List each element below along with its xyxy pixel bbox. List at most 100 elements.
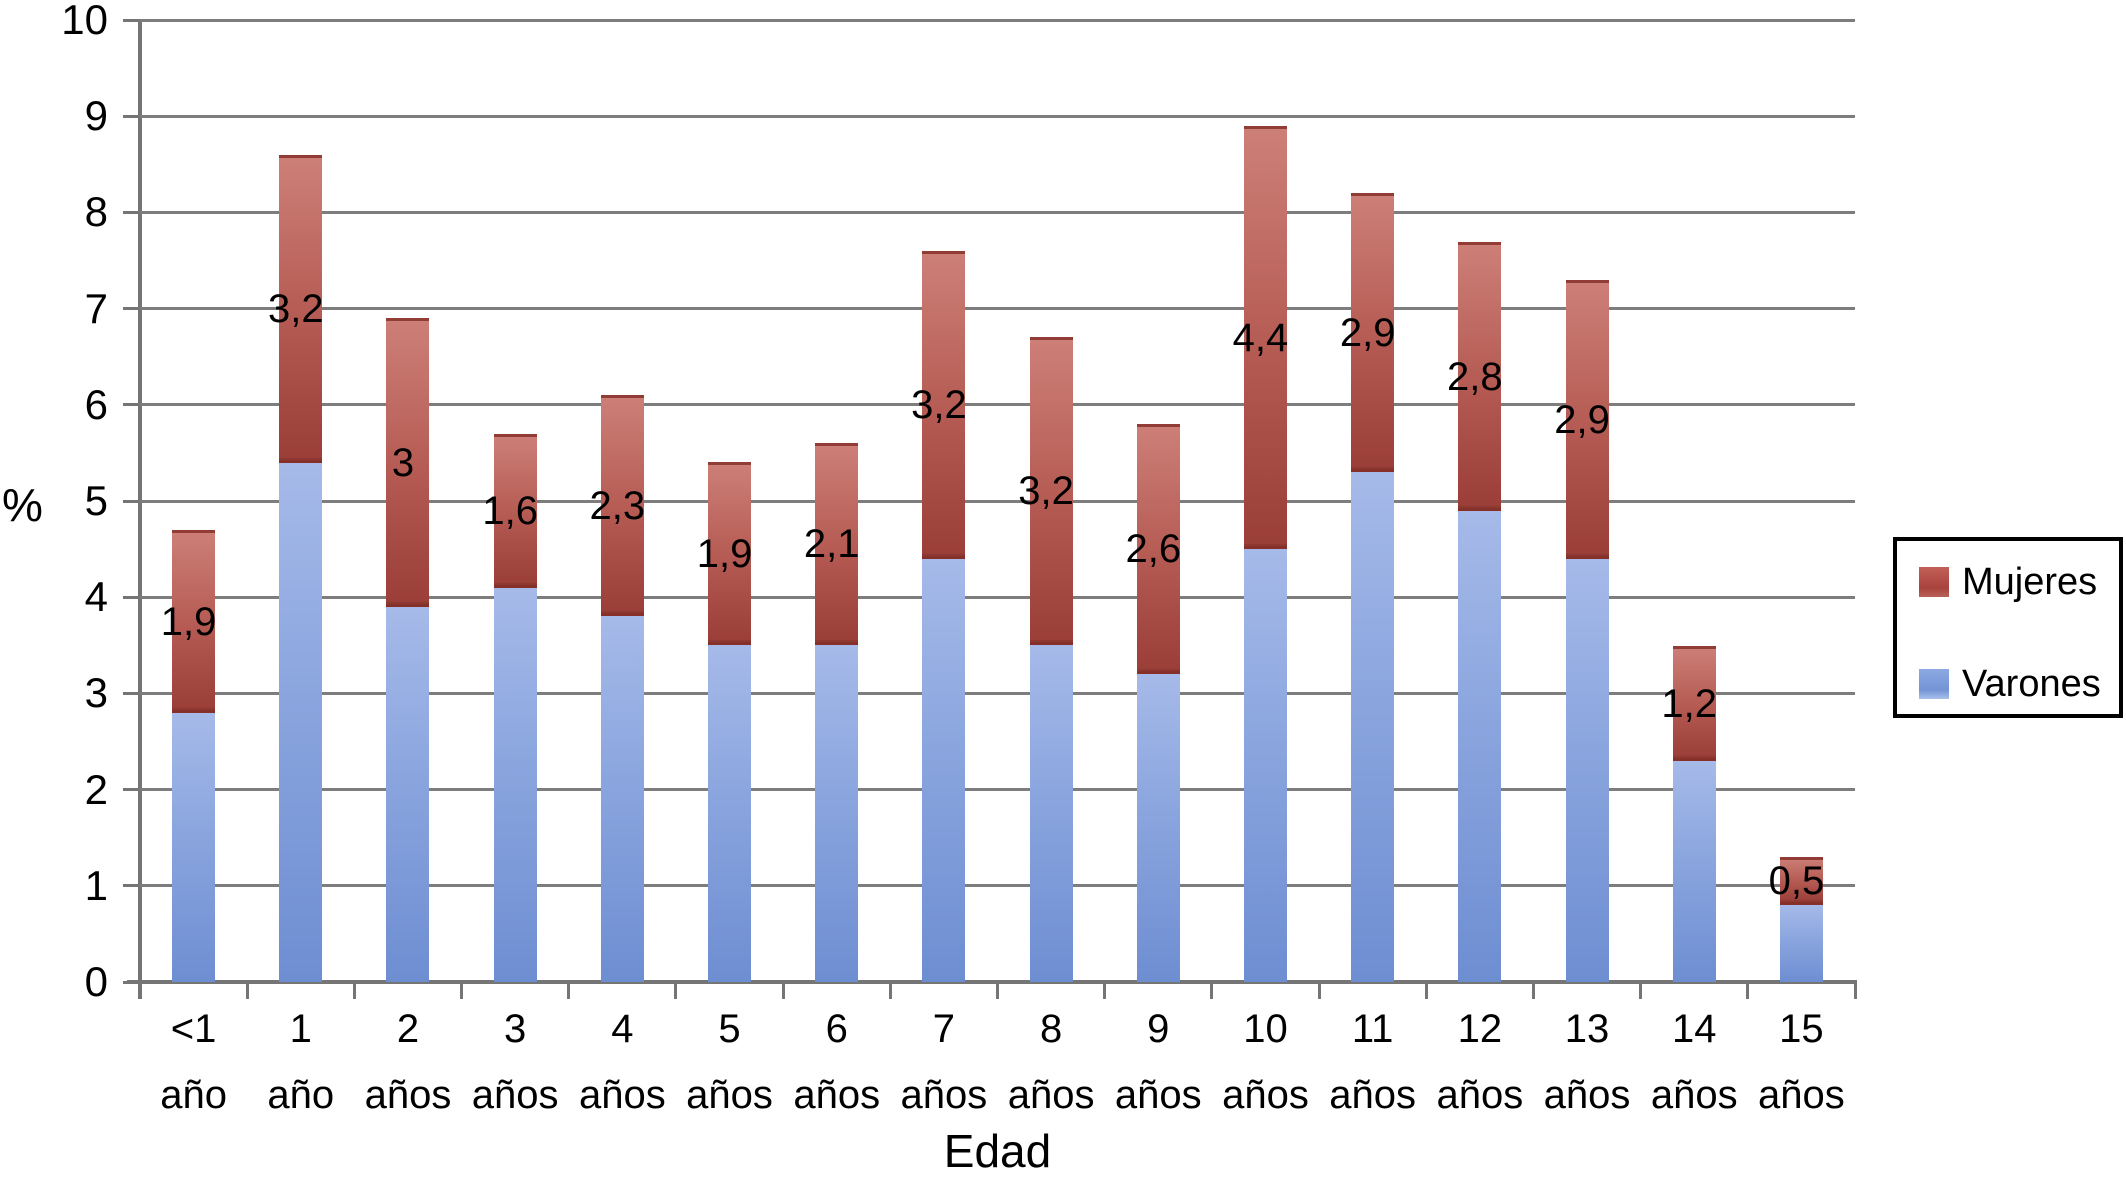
x-tick-label-13: 13 años	[1533, 996, 1640, 1128]
data-label-mujeres-2: 3	[391, 440, 415, 485]
bar-segment-mujeres-3	[493, 434, 537, 588]
gridline-2	[140, 788, 1855, 792]
mujeres-swatch-icon	[1919, 567, 1949, 597]
data-label-mujeres-14: 1,2	[1661, 681, 1718, 726]
bar-segment-mujeres-5	[708, 462, 752, 645]
x-tick-label-1: 1 año	[247, 996, 354, 1128]
x-tick-13	[1531, 982, 1535, 999]
x-tick-label-<1: <1 año	[140, 996, 247, 1128]
x-label-number: 10	[1243, 1007, 1288, 1051]
legend-item-varones: Varones	[1919, 663, 2101, 705]
data-label-mujeres-6: 2,1	[803, 522, 860, 566]
plot-area: 0 1 2 3 4 5 6 7 8 9 10 1,9 <1 año 3,2 1 año 3 2 años 1,6 3 año…	[61, 0, 1857, 1117]
y-tick-9	[123, 114, 140, 118]
y-tick-label-5: 5	[84, 477, 108, 524]
x-label-unit: años	[1543, 1073, 1631, 1117]
y-tick-label-4: 4	[84, 573, 108, 621]
data-label-mujeres-15: 0,5	[1768, 859, 1825, 903]
x-tick-15	[1746, 982, 1750, 999]
bar-segment-varones-5	[708, 645, 752, 982]
y-tick-label-10: 10	[61, 0, 108, 43]
x-tick-8	[996, 982, 999, 999]
bar-segment-varones-<1	[172, 713, 216, 982]
bar-segment-mujeres-11	[1351, 193, 1395, 472]
bar-segment-mujeres-14	[1672, 646, 1716, 761]
bar-segment-varones-9	[1136, 674, 1180, 982]
bar-segment-varones-13	[1565, 559, 1609, 982]
bar-segment-varones-8	[1029, 645, 1073, 982]
x-label-number: 13	[1564, 1007, 1610, 1051]
x-label-number: 6	[825, 1007, 848, 1051]
x-label-number: 2	[396, 1007, 420, 1051]
x-label-number: 9	[1147, 1007, 1170, 1051]
bar-segment-mujeres-9	[1136, 424, 1180, 674]
y-tick-label-0: 0	[84, 958, 108, 1005]
bar-segment-varones-10	[1243, 549, 1287, 982]
x-tick-label-11: 11 años	[1319, 996, 1426, 1128]
y-tick-label-1: 1	[84, 861, 108, 909]
data-label-mujeres-8: 3,2	[1018, 469, 1074, 513]
y-tick-label-7: 7	[84, 284, 108, 332]
data-label-mujeres-10: 4,4	[1232, 315, 1289, 360]
bar-segment-mujeres-4	[600, 395, 644, 616]
bar-segment-mujeres-<1	[172, 530, 216, 713]
x-label-number: 4	[611, 1007, 634, 1051]
x-tick-11	[1317, 982, 1321, 999]
x-tick-7	[888, 982, 892, 999]
bar-segment-mujeres-1	[279, 155, 323, 463]
bar-segment-mujeres-12	[1458, 242, 1502, 511]
x-label-unit: años	[1329, 1073, 1417, 1117]
data-label-mujeres-13: 2,9	[1554, 397, 1610, 442]
legend-label-varones: Varones	[1962, 663, 2101, 705]
x-tick-14	[1639, 982, 1643, 999]
y-tick-2	[123, 788, 140, 792]
x-tick-0	[138, 982, 142, 999]
data-label-mujeres-5: 1,9	[696, 531, 753, 576]
x-tick-label-7: 7 años	[890, 996, 997, 1128]
x-tick-label-5: 5 años	[676, 996, 783, 1128]
bar-segment-varones-6	[815, 645, 859, 982]
y-tick-3	[123, 691, 140, 695]
y-tick-0	[123, 980, 140, 984]
x-tick-5	[674, 982, 678, 999]
x-label-number: 1	[289, 1007, 312, 1051]
x-label-unit: años	[900, 1073, 988, 1117]
gridline-5	[140, 499, 1855, 503]
x-tick-label-3: 3 años	[462, 996, 569, 1128]
y-tick-label-2: 2	[84, 765, 108, 813]
gridline-8	[140, 210, 1855, 214]
x-label-unit: años	[1222, 1073, 1309, 1117]
x-tick-1	[245, 982, 249, 999]
x-label-unit: años	[1436, 1073, 1524, 1117]
x-label-unit: años	[1114, 1073, 1202, 1117]
y-tick-1	[123, 884, 140, 888]
x-tick-label-8: 8 años	[998, 996, 1105, 1128]
bar-segment-mujeres-10	[1243, 126, 1287, 549]
y-tick-label-8: 8	[84, 188, 108, 236]
data-label-mujeres-12: 2,8	[1447, 354, 1503, 399]
bar-segment-varones-12	[1458, 511, 1502, 982]
data-label-mujeres-7: 3,2	[911, 383, 967, 427]
bar-segment-varones-3	[493, 588, 537, 982]
y-tick-8	[123, 210, 140, 214]
x-tick-3	[460, 982, 464, 999]
x-label-unit: años	[578, 1073, 666, 1117]
x-label-number: 3	[504, 1007, 527, 1051]
bar-segment-varones-1	[279, 463, 323, 982]
gridline-10	[140, 18, 1855, 22]
bar-segment-varones-15	[1779, 905, 1823, 982]
varones-swatch-icon	[1919, 669, 1949, 699]
x-label-number: 12	[1457, 1007, 1503, 1051]
bar-segment-mujeres-6	[815, 443, 859, 645]
x-label-number: 14	[1671, 1007, 1717, 1051]
y-tick-label-6: 6	[84, 380, 108, 428]
x-tick-label-2: 2 años	[354, 996, 461, 1128]
x-label-number: 11	[1351, 1007, 1394, 1051]
y-tick-7	[123, 307, 140, 311]
y-tick-label-3: 3	[84, 669, 108, 717]
data-label-mujeres-<1: 1,9	[160, 599, 217, 644]
x-label-unit: años	[1758, 1073, 1845, 1117]
gridline-6	[140, 403, 1855, 407]
x-label-unit: año	[160, 1073, 227, 1117]
